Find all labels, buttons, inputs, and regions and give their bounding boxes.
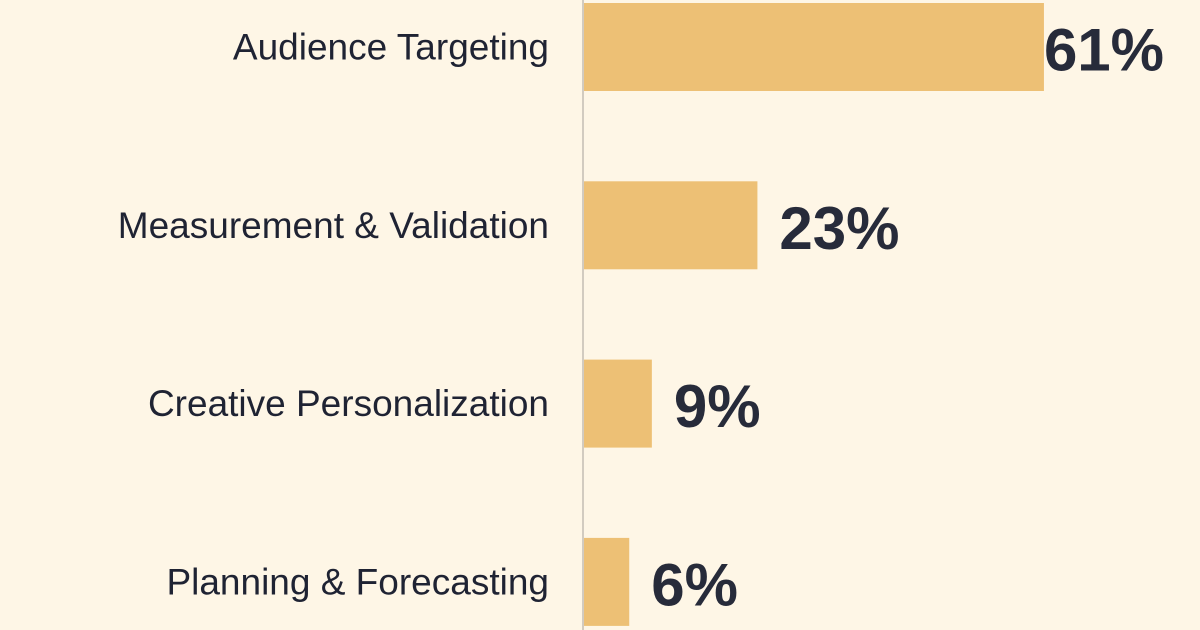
category-label-audience-targeting: Audience Targeting xyxy=(233,27,549,68)
data-label-planning-forecasting: 6% xyxy=(651,551,738,618)
category-label-creative-personalization: Creative Personalization xyxy=(148,383,549,424)
bars-group xyxy=(584,3,1044,626)
category-labels-group: Audience Targeting Measurement & Validati… xyxy=(118,27,549,603)
bar-audience-targeting xyxy=(584,3,1044,91)
bar-planning-forecasting xyxy=(584,537,630,626)
category-label-measurement-validation: Measurement & Validation xyxy=(118,205,549,246)
bar-measurement-validation xyxy=(584,181,758,270)
data-label-creative-personalization: 9% xyxy=(674,373,761,440)
data-label-audience-targeting: 61% xyxy=(1044,17,1164,84)
bar-creative-personalization xyxy=(584,359,652,448)
data-label-measurement-validation: 23% xyxy=(779,195,899,262)
category-label-planning-forecasting: Planning & Forecasting xyxy=(166,561,549,602)
data-labels-group: 61% 23% 9% 6% xyxy=(651,17,1164,619)
